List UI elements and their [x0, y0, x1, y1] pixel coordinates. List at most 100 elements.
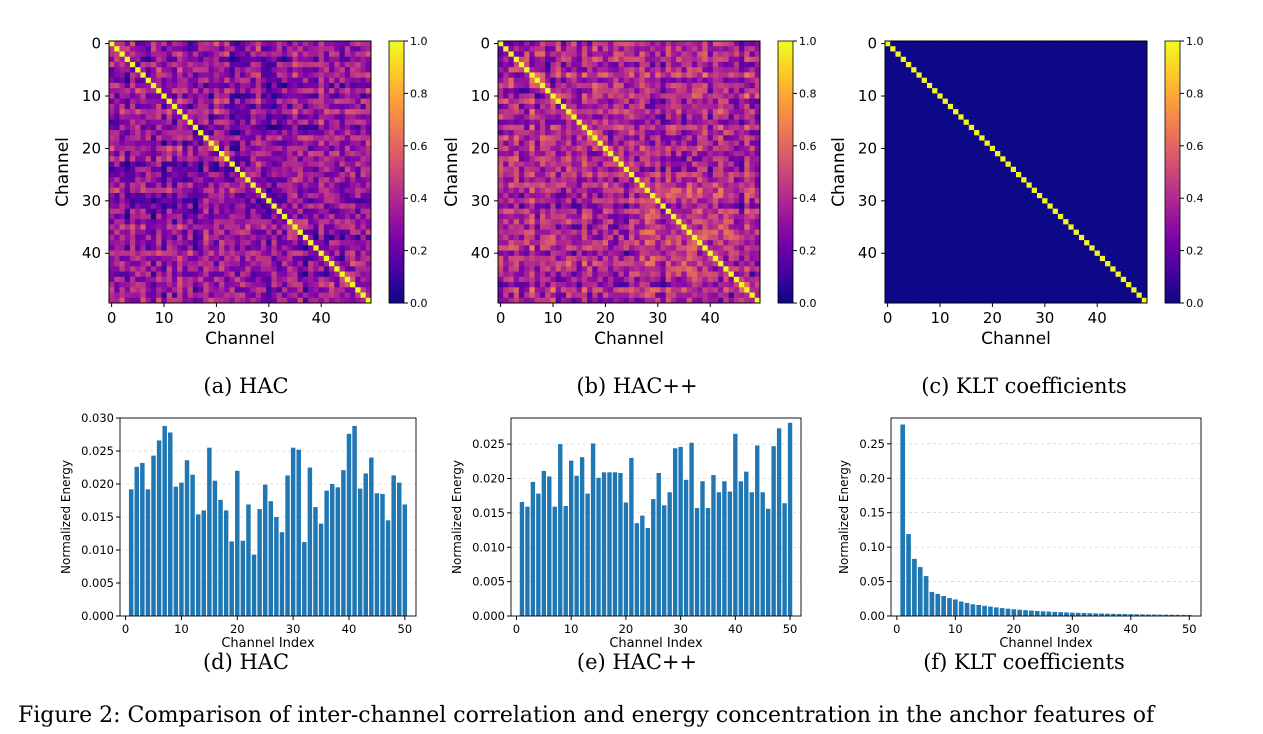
- heatmap-cell: [355, 145, 361, 152]
- heatmap-cell: [539, 234, 546, 241]
- heatmap-cell: [355, 219, 361, 225]
- heatmap-cell: [587, 135, 593, 141]
- heatmap-cell: [634, 51, 640, 58]
- heatmap-cell: [665, 240, 672, 246]
- heatmap-cell: [629, 255, 635, 262]
- heatmap-cell: [534, 203, 541, 210]
- heatmap-cell: [250, 135, 257, 141]
- heatmap-cell: [670, 208, 677, 215]
- heatmap-cell: [513, 166, 520, 173]
- heatmap-cell: [129, 109, 136, 115]
- heatmap-cell: [571, 56, 577, 63]
- heatmap-cell: [124, 166, 131, 173]
- heatmap-cell: [587, 166, 593, 173]
- heatmap-cell: [266, 135, 272, 141]
- heatmap-cell: [150, 119, 157, 126]
- heatmap-cell: [166, 130, 173, 136]
- heatmap-cell: [592, 82, 598, 89]
- heatmap-cell: [334, 297, 340, 304]
- heatmap-cell: [649, 182, 656, 189]
- heatmap-cell: [634, 135, 640, 141]
- heatmap-cell: [344, 103, 351, 110]
- heatmap-cell: [171, 93, 178, 99]
- heatmap-cell: [529, 82, 536, 89]
- heatmap-cell: [114, 93, 120, 99]
- heatmap-cell: [198, 276, 204, 283]
- heatmap-cell: [655, 208, 661, 215]
- heatmap-cell: [344, 156, 351, 162]
- heatmap-cell: [166, 208, 173, 215]
- heatmap-cell: [224, 145, 230, 152]
- heatmap-cell: [308, 172, 314, 178]
- heatmap-cell: [313, 208, 319, 215]
- heatmap-cell: [234, 182, 241, 189]
- heatmap-cell: [539, 46, 546, 52]
- heatmap-cell: [150, 261, 157, 267]
- heatmap-cell: [503, 140, 509, 147]
- heatmap-cell: [313, 245, 319, 251]
- heatmap-cell: [623, 255, 630, 262]
- heatmap-cell: [224, 255, 230, 262]
- heatmap-cell: [292, 250, 298, 257]
- heatmap-cell: [344, 93, 351, 99]
- heatmap-cell: [161, 250, 167, 257]
- heatmap-cell: [313, 276, 319, 283]
- heatmap-cell: [670, 182, 677, 189]
- heatmap-cell: [308, 261, 314, 267]
- heatmap-cell: [508, 72, 515, 79]
- heatmap-cell: [576, 67, 583, 73]
- heatmap-cell: [498, 61, 504, 68]
- heatmap-cell: [109, 297, 115, 304]
- heatmap-cell: [623, 119, 630, 126]
- heatmap-cell: [266, 203, 272, 210]
- colorbar-segment: [389, 285, 404, 291]
- heatmap-cell: [114, 46, 120, 52]
- heatmap-cell: [702, 166, 708, 173]
- heatmap-cell: [608, 145, 614, 152]
- heatmap-cell: [639, 161, 646, 168]
- heatmap-cell: [224, 41, 230, 47]
- heatmap-cell: [560, 198, 567, 204]
- heatmap-cell: [161, 245, 167, 251]
- heatmap-cell: [140, 67, 147, 73]
- heatmap-cell: [587, 103, 593, 110]
- heatmap-cell: [213, 261, 220, 267]
- heatmap-cell: [156, 56, 162, 63]
- heatmap-cell: [503, 177, 509, 183]
- heatmap-cell: [192, 234, 199, 241]
- heatmap-cell: [592, 234, 598, 241]
- heatmap-cell: [597, 93, 604, 99]
- heatmap-cell: [323, 240, 330, 246]
- heatmap-cell: [292, 77, 298, 84]
- heatmap-cell: [739, 250, 745, 257]
- heatmap-cell: [534, 282, 541, 288]
- heatmap-cell: [613, 182, 619, 189]
- heatmap-cell: [114, 172, 120, 178]
- heatmap-cell: [697, 103, 703, 110]
- heatmap-cell: [539, 224, 546, 230]
- heatmap-cell: [161, 229, 167, 236]
- heatmap-cell: [639, 213, 646, 220]
- heatmap-cell: [213, 56, 220, 63]
- heatmap-cell: [313, 250, 319, 257]
- heatmap-cell: [109, 88, 115, 94]
- heatmap-cell: [182, 240, 188, 246]
- heatmap-cell: [350, 172, 356, 178]
- heatmap-cell: [260, 103, 267, 110]
- colorbar-tick-label: 1.0: [410, 35, 428, 48]
- heatmap-cell: [166, 282, 173, 288]
- heatmap-cell: [187, 161, 194, 168]
- heatmap-cell: [566, 192, 572, 199]
- heatmap-cell: [171, 255, 178, 262]
- heatmap-cell: [665, 213, 672, 220]
- heatmap-cell: [318, 124, 325, 131]
- heatmap-cell: [571, 229, 577, 236]
- heatmap-cell: [754, 98, 761, 105]
- heatmap-cell: [182, 130, 188, 136]
- heatmap-cell: [723, 114, 729, 120]
- heatmap-cell: [161, 98, 167, 105]
- heatmap-cell: [503, 151, 509, 157]
- heatmap-cell: [281, 103, 288, 110]
- heatmap-cell: [292, 109, 298, 115]
- heatmap-cell: [156, 151, 162, 157]
